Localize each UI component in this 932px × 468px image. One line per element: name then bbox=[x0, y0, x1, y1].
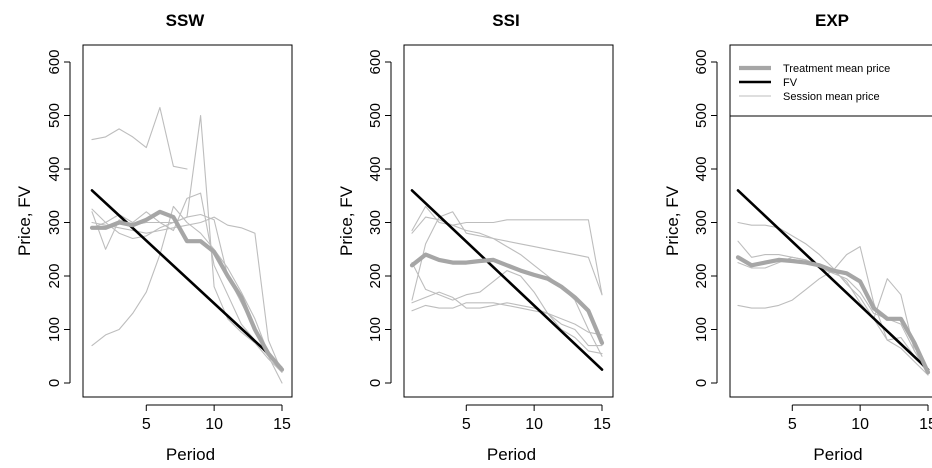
x-tick-label: 15 bbox=[593, 416, 611, 433]
x-tick-label: 5 bbox=[788, 416, 797, 433]
y-tick-label: 600 bbox=[367, 49, 384, 74]
y-tick-label: 400 bbox=[693, 156, 710, 181]
plot-frame bbox=[82, 44, 293, 398]
x-tick-label: 15 bbox=[919, 416, 932, 433]
session-mean-line bbox=[411, 262, 603, 347]
session-mean-line bbox=[91, 192, 283, 368]
series-group bbox=[735, 189, 931, 376]
y-tick-label: 200 bbox=[693, 263, 710, 288]
x-tick-label: 10 bbox=[851, 416, 869, 433]
y-tick-label: 300 bbox=[693, 210, 710, 235]
chart-panel-ssi: SSI 0 100 200 300 400 500 600 5 10 15 Period Price, … bbox=[337, 11, 614, 464]
treatment-mean-line bbox=[735, 255, 931, 375]
y-tick-label: 300 bbox=[46, 210, 63, 235]
plot-frame bbox=[403, 44, 614, 398]
y-tick-label: 100 bbox=[367, 317, 384, 342]
y-tick-label: 100 bbox=[693, 317, 710, 342]
x-tick-label: 10 bbox=[205, 416, 223, 433]
session-mean-line bbox=[737, 256, 929, 371]
session-mean-line bbox=[91, 205, 283, 371]
chart-title: SSI bbox=[492, 11, 519, 30]
fv-line bbox=[90, 189, 270, 355]
session-mean-line bbox=[91, 106, 188, 170]
session-mean-line bbox=[91, 216, 283, 373]
y-tick-label: 500 bbox=[46, 103, 63, 128]
legend-box bbox=[729, 44, 932, 117]
y-tick-label: 100 bbox=[46, 317, 63, 342]
y-tick-label: 200 bbox=[367, 263, 384, 288]
x-tick-label: 5 bbox=[462, 416, 471, 433]
y-tick-label: 0 bbox=[46, 379, 63, 387]
series-group bbox=[409, 189, 605, 371]
fv-line bbox=[736, 189, 930, 371]
y-tick-label: 200 bbox=[46, 263, 63, 288]
y-axis-label: Price, FV bbox=[15, 185, 34, 256]
chart-panel-exp: EXP 0 100 200 300 400 500 600 5 10 15 Period Price, … bbox=[663, 11, 932, 464]
session-mean-line bbox=[411, 211, 603, 301]
chart-title: SSW bbox=[166, 11, 206, 30]
session-mean-line bbox=[737, 221, 929, 376]
treatment-mean-line bbox=[89, 209, 285, 372]
chart-title: EXP bbox=[815, 11, 849, 30]
treatment-mean-line bbox=[409, 252, 605, 345]
y-tick-label: 500 bbox=[693, 103, 710, 128]
fv-line bbox=[410, 189, 604, 371]
y-tick-label: 400 bbox=[367, 156, 384, 181]
y-tick-label: 600 bbox=[46, 49, 63, 74]
legend-label: Session mean price bbox=[783, 91, 880, 103]
y-tick-label: 300 bbox=[367, 210, 384, 235]
y-tick-label: 600 bbox=[693, 49, 710, 74]
session-mean-line bbox=[737, 246, 929, 373]
session-mean-line bbox=[91, 114, 283, 373]
y-axis-label: Price, FV bbox=[663, 185, 682, 256]
y-tick-label: 400 bbox=[46, 156, 63, 181]
x-tick-label: 5 bbox=[142, 416, 151, 433]
y-tick-label: 0 bbox=[367, 379, 384, 387]
legend-label: Treatment mean price bbox=[783, 63, 890, 75]
session-mean-line bbox=[411, 216, 603, 357]
x-axis-label: Period bbox=[487, 445, 536, 464]
session-mean-line bbox=[411, 291, 603, 336]
series-group bbox=[89, 106, 285, 384]
x-axis-label: Period bbox=[813, 445, 862, 464]
x-tick-label: 15 bbox=[273, 416, 291, 433]
x-tick-label: 10 bbox=[525, 416, 543, 433]
y-tick-label: 500 bbox=[367, 103, 384, 128]
legend: Treatment mean price FV Session mean price bbox=[729, 44, 932, 117]
chart-panel-ssw: SSW 0 100 200 300 400 500 600 5 10 15 Period Price, … bbox=[15, 11, 293, 464]
session-mean-line bbox=[411, 205, 603, 296]
legend-label: FV bbox=[783, 77, 798, 89]
y-tick-label: 0 bbox=[693, 379, 710, 387]
session-mean-line bbox=[411, 302, 603, 355]
x-axis-label: Period bbox=[166, 445, 215, 464]
y-axis-label: Price, FV bbox=[337, 185, 356, 256]
